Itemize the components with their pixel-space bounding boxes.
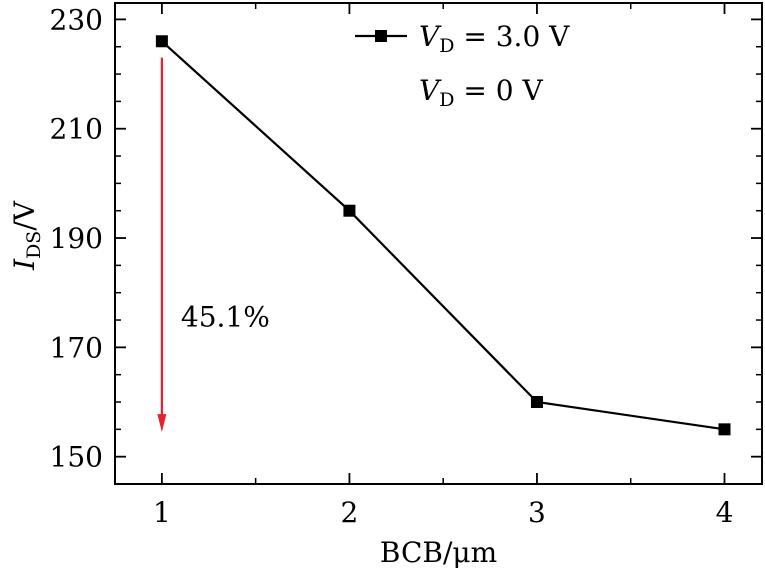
data-point <box>343 204 356 217</box>
x-axis-label: BCB/μm <box>380 536 497 569</box>
y-axis-label: IDS/V <box>8 200 45 271</box>
legend-marker-swatch <box>375 30 387 42</box>
annotation-layer: 45.1% <box>157 57 270 433</box>
y-label-sub: DS <box>23 231 45 259</box>
annotation-arrow-head <box>157 414 167 433</box>
legend-rest: = 3.0 V <box>454 20 570 53</box>
legend-sub: D <box>439 35 454 57</box>
x-tick-label: 3 <box>528 496 546 529</box>
y-tick-label: 190 <box>50 222 103 255</box>
axis-labels: 1 2 3 4 150 170 190 210 230 BCB/μm IDS/V <box>8 3 733 569</box>
legend-entry-label-2: VD = 0 V <box>419 74 543 111</box>
y-label-var: I <box>8 258 41 271</box>
legend-sub-2: D <box>439 89 454 111</box>
legend-rest-2: = 0 V <box>454 74 543 107</box>
legend-var-2: V <box>419 74 442 107</box>
y-label-rest: /V <box>8 200 41 230</box>
series-layer <box>155 35 731 436</box>
x-tick-label: 1 <box>153 496 171 529</box>
y-tick-label: 170 <box>50 331 103 364</box>
legend: VD = 3.0 VVD = 0 V <box>355 20 570 111</box>
x-tick-label: 2 <box>341 496 359 529</box>
x-tick-label: 4 <box>716 496 734 529</box>
legend-entry-label: VD = 3.0 V <box>419 20 570 57</box>
data-point <box>155 35 168 48</box>
data-point <box>530 396 543 409</box>
legend-var: V <box>419 20 442 53</box>
plot-frame <box>114 2 763 485</box>
axes-layer <box>114 2 763 485</box>
data-point <box>718 423 731 436</box>
y-tick-label: 230 <box>50 3 103 36</box>
series-line <box>161 40 725 431</box>
annotation-label: 45.1% <box>181 301 270 334</box>
y-tick-label: 150 <box>50 441 103 474</box>
y-tick-label: 210 <box>50 113 103 146</box>
